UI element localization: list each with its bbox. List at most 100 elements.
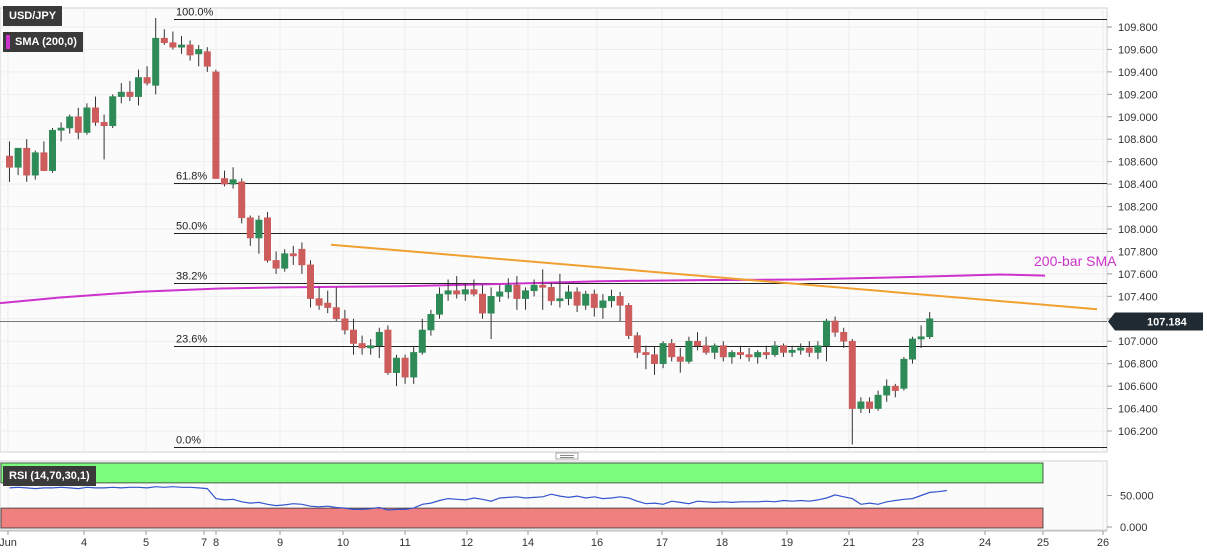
candle: [668, 338, 676, 362]
candle-body: [633, 335, 641, 353]
current-price-tag-label: 107.184: [1147, 317, 1188, 329]
candle-body: [6, 155, 14, 168]
candle: [530, 279, 538, 297]
y-tick-label: 109.000: [1118, 112, 1158, 124]
y-tick-label: 106.600: [1118, 381, 1158, 393]
candle: [797, 343, 805, 355]
candle: [410, 346, 418, 384]
candle-body: [805, 347, 813, 353]
candle: [135, 69, 143, 106]
candle: [874, 390, 882, 411]
candle: [298, 242, 306, 274]
candle: [822, 318, 830, 362]
candle-body: [771, 345, 779, 355]
x-tick-label: 5: [143, 537, 149, 549]
candle: [616, 291, 624, 322]
rsi-indicator-tag[interactable]: RSI (14,70,30,1): [3, 466, 96, 486]
candle: [711, 343, 719, 360]
candle: [719, 341, 727, 362]
candle-body: [306, 264, 314, 299]
x-tick-label: 9: [277, 537, 283, 549]
candle-body: [814, 345, 822, 353]
current-price-tag-bg: [1108, 312, 1203, 331]
candle-body: [470, 289, 478, 295]
y-tick-label: 106.400: [1118, 404, 1158, 416]
candle: [831, 316, 839, 337]
candle: [461, 282, 469, 301]
candle: [788, 345, 796, 357]
candle-body: [797, 347, 805, 351]
candle: [650, 346, 658, 375]
candle-body: [556, 298, 564, 302]
candle-body: [100, 122, 108, 127]
candle: [272, 251, 280, 274]
candle: [883, 379, 891, 402]
candle-body: [590, 293, 598, 308]
candle-body: [324, 302, 332, 308]
candle-body: [728, 352, 736, 358]
candle: [582, 290, 590, 310]
x-tick-label: 24: [979, 537, 991, 549]
candle-body: [109, 96, 117, 127]
candle: [633, 332, 641, 359]
y-tick-label: 106.200: [1118, 426, 1158, 438]
candle-body: [444, 290, 452, 295]
candle-body: [719, 345, 727, 358]
candle-body: [625, 305, 633, 336]
rsi-indicator-label: RSI (14,70,30,1): [9, 470, 90, 482]
candle-body: [384, 329, 392, 373]
candle-body: [788, 349, 796, 353]
candle: [289, 245, 297, 265]
candle: [453, 276, 461, 299]
y-tick-label: 108.400: [1118, 179, 1158, 191]
candle-body: [668, 343, 676, 358]
sma-indicator-tag[interactable]: SMA (200,0): [3, 32, 83, 52]
candle: [779, 343, 787, 357]
candle: [762, 345, 770, 360]
candle: [642, 345, 650, 370]
candle: [917, 325, 925, 348]
candle: [659, 341, 667, 369]
candle-body: [57, 127, 65, 131]
candle: [315, 287, 323, 310]
candle-body: [48, 129, 56, 171]
candle: [186, 40, 194, 61]
candle-body: [496, 291, 504, 297]
candle: [367, 338, 375, 355]
candle: [238, 178, 246, 224]
candle-body: [539, 284, 547, 288]
candle: [848, 338, 856, 445]
y-tick-label: 109.200: [1118, 89, 1158, 101]
candle-body: [427, 313, 435, 331]
sma-annotation: 200-bar SMA: [1034, 253, 1117, 269]
candle-body: [702, 345, 710, 353]
candle: [857, 397, 865, 414]
candle-body: [349, 329, 357, 344]
candle: [31, 150, 39, 180]
candle: [349, 318, 357, 355]
y-tick-label: 107.400: [1118, 291, 1158, 303]
candle-body: [650, 354, 658, 364]
candle-body: [83, 107, 91, 133]
candle-body: [31, 152, 39, 176]
fib-level-label: 61.8%: [176, 171, 207, 183]
candle-body: [487, 296, 495, 314]
candle-body: [917, 336, 925, 340]
candle: [745, 347, 753, 362]
y-tick-label: 109.600: [1118, 44, 1158, 56]
grid-lines: [0, 8, 1107, 530]
candle: [203, 47, 211, 72]
symbol-tag[interactable]: USD/JPY: [3, 6, 63, 26]
sma-indicator-label: SMA (200,0): [15, 36, 77, 48]
sma-color-swatch: [6, 35, 10, 50]
candle: [92, 96, 100, 126]
candle: [83, 103, 91, 135]
candle: [263, 212, 271, 263]
candle-body: [607, 296, 615, 302]
candle: [590, 289, 598, 317]
candle: [169, 31, 177, 50]
candle-body: [564, 291, 572, 299]
y-tick-label: 108.600: [1118, 157, 1158, 169]
y-tick-label: 109.400: [1118, 67, 1158, 79]
candle: [246, 215, 254, 246]
